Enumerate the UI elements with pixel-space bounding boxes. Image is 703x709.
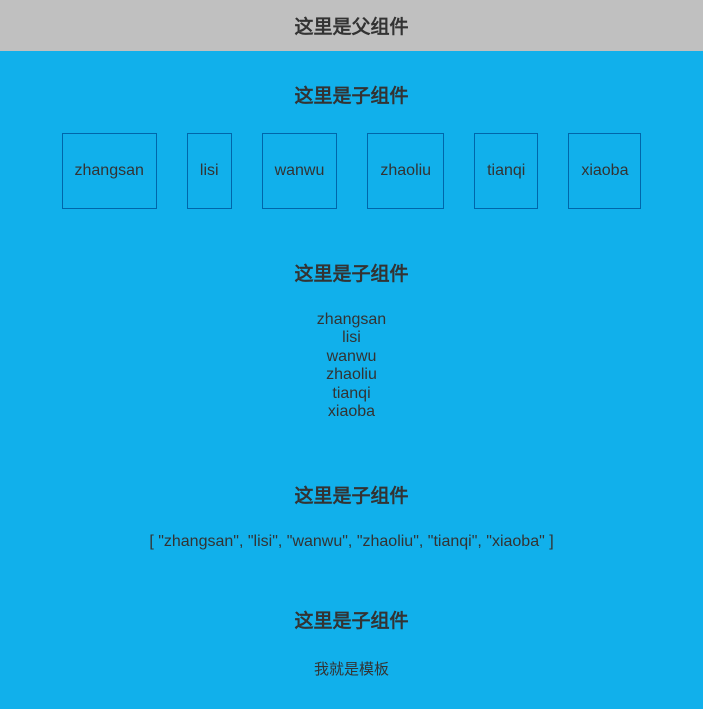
box-item: wanwu [262,133,338,209]
box-label: xiaoba [581,162,628,180]
template-text: 我就是模板 [20,658,683,679]
array-literal-text: [ "zhangsan", "lisi", "wanwu", "zhaoliu"… [20,533,683,551]
box-item: tianqi [474,133,538,209]
list-item: xiaoba [20,403,683,421]
list-item: zhaoliu [20,366,683,384]
box-label: lisi [200,162,219,180]
box-row: zhangsan lisi wanwu zhaoliu tianqi xiaob… [20,133,683,209]
box-label: zhaoliu [380,162,431,180]
box-item: xiaoba [568,133,641,209]
box-label: wanwu [275,162,325,180]
child-title-4: 这里是子组件 [20,606,683,633]
child-title-3: 这里是子组件 [20,481,683,508]
list-item: lisi [20,329,683,347]
list-item: wanwu [20,348,683,366]
box-item: lisi [187,133,232,209]
box-label: tianqi [487,162,525,180]
child-title-1: 这里是子组件 [20,81,683,108]
child-title-2: 这里是子组件 [20,259,683,286]
list-item: zhangsan [20,311,683,329]
list-item: tianqi [20,385,683,403]
root-container: 这里是父组件 这里是子组件 zhangsan lisi wanwu zhaoli… [0,0,703,709]
parent-title: 这里是父组件 [294,17,408,38]
box-label: zhangsan [75,162,144,180]
child-area: 这里是子组件 zhangsan lisi wanwu zhaoliu tianq… [0,51,703,709]
parent-header: 这里是父组件 [0,0,703,51]
box-item: zhaoliu [367,133,444,209]
stack-list: zhangsan lisi wanwu zhaoliu tianqi xiaob… [20,311,683,421]
box-item: zhangsan [62,133,157,209]
